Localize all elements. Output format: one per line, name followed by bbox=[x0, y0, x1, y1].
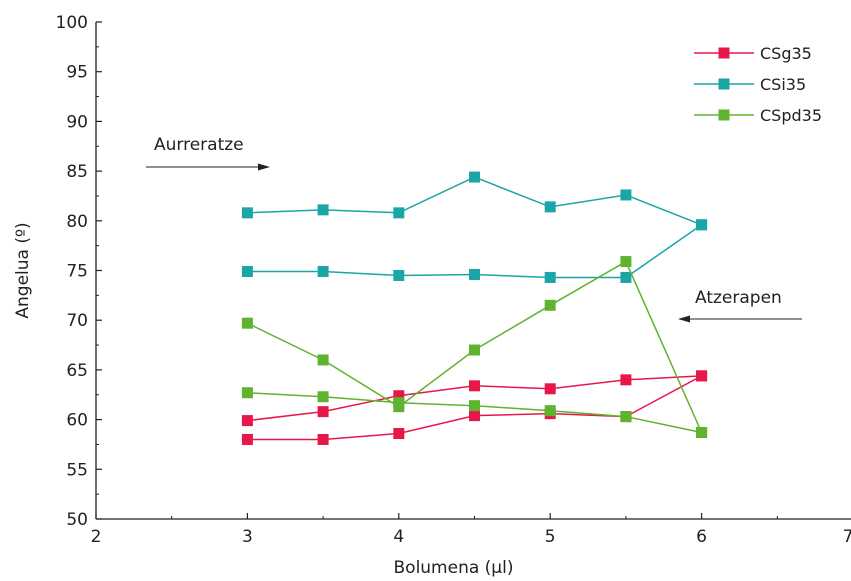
x-tick-label: 5 bbox=[545, 527, 556, 547]
y-tick-label: 75 bbox=[66, 262, 88, 282]
data-point bbox=[469, 344, 480, 356]
data-point bbox=[393, 207, 405, 219]
y-tick-label: 55 bbox=[66, 460, 88, 480]
data-point bbox=[469, 380, 480, 392]
y-tick-label: 85 bbox=[66, 162, 88, 182]
legend-item: CSg35 bbox=[694, 44, 812, 63]
data-point bbox=[317, 265, 329, 277]
data-point bbox=[317, 433, 329, 445]
annotations: Aurreratze Atzerapen bbox=[146, 135, 802, 323]
y-tick-label: 95 bbox=[66, 63, 88, 83]
data-point bbox=[393, 397, 405, 409]
legend-item: CSpd35 bbox=[694, 106, 822, 125]
y-tick-label: 50 bbox=[66, 510, 88, 530]
x-axis-title: Bolumena (µl) bbox=[394, 558, 514, 578]
data-point bbox=[241, 265, 253, 277]
arrowhead-left-icon bbox=[678, 315, 690, 323]
y-tick-label: 70 bbox=[66, 311, 88, 331]
annotation-label: Aurreratze bbox=[154, 135, 244, 155]
data-point bbox=[469, 268, 480, 280]
legend-marker bbox=[718, 78, 730, 90]
data-point bbox=[696, 219, 708, 231]
legend-marker bbox=[718, 47, 730, 59]
legend: CSg35 CSi35 CSpd35 bbox=[694, 44, 822, 125]
data-point bbox=[620, 411, 632, 423]
x-tick-label: 7 bbox=[843, 527, 851, 547]
data-point bbox=[317, 406, 329, 418]
data-point bbox=[469, 410, 480, 422]
series-line-advancing bbox=[247, 176, 702, 226]
y-tick-label: 80 bbox=[66, 212, 88, 232]
data-point bbox=[317, 204, 329, 216]
series-CSi35 bbox=[241, 171, 708, 283]
y-tick-label: 65 bbox=[66, 361, 88, 381]
annotation-label: Atzerapen bbox=[695, 288, 782, 308]
data-point bbox=[696, 370, 708, 382]
legend-label: CSi35 bbox=[760, 75, 806, 94]
data-point bbox=[620, 189, 632, 201]
legend-marker bbox=[718, 109, 730, 121]
data-point bbox=[317, 391, 329, 403]
data-point bbox=[696, 427, 708, 439]
axis-ticks: 2 3 4 5 6 7 50 55 60 65 70 75 80 85 90 95 100 bbox=[56, 13, 851, 547]
legend-label: CSpd35 bbox=[760, 106, 822, 125]
data-point bbox=[241, 433, 253, 445]
data-point bbox=[544, 201, 556, 213]
data-point bbox=[241, 415, 253, 427]
data-point bbox=[241, 207, 253, 219]
data-point bbox=[620, 256, 632, 268]
data-point bbox=[544, 405, 556, 417]
data-point bbox=[241, 387, 253, 399]
x-tick-label: 2 bbox=[91, 527, 102, 547]
data-point bbox=[241, 317, 253, 329]
x-tick-label: 3 bbox=[242, 527, 253, 547]
x-tick-label: 6 bbox=[696, 527, 707, 547]
series-CSpd35 bbox=[241, 256, 708, 439]
data-point bbox=[393, 428, 405, 440]
arrowhead-right-icon bbox=[258, 163, 270, 171]
data-point bbox=[393, 390, 405, 402]
data-point bbox=[469, 400, 480, 412]
y-tick-label: 100 bbox=[56, 13, 88, 33]
data-point bbox=[469, 171, 480, 183]
data-point bbox=[544, 299, 556, 311]
legend-label: CSg35 bbox=[760, 44, 812, 63]
data-point bbox=[544, 271, 556, 283]
data-point bbox=[620, 374, 632, 386]
series-layer bbox=[241, 171, 708, 445]
legend-item: CSi35 bbox=[694, 75, 806, 94]
data-point bbox=[544, 383, 556, 395]
data-point bbox=[620, 271, 632, 283]
y-tick-label: 60 bbox=[66, 411, 88, 431]
y-axis-title: Angelua (º) bbox=[13, 222, 33, 318]
y-tick-label: 90 bbox=[66, 112, 88, 132]
data-point bbox=[393, 269, 405, 281]
x-tick-label: 4 bbox=[393, 527, 404, 547]
data-point bbox=[317, 354, 329, 366]
